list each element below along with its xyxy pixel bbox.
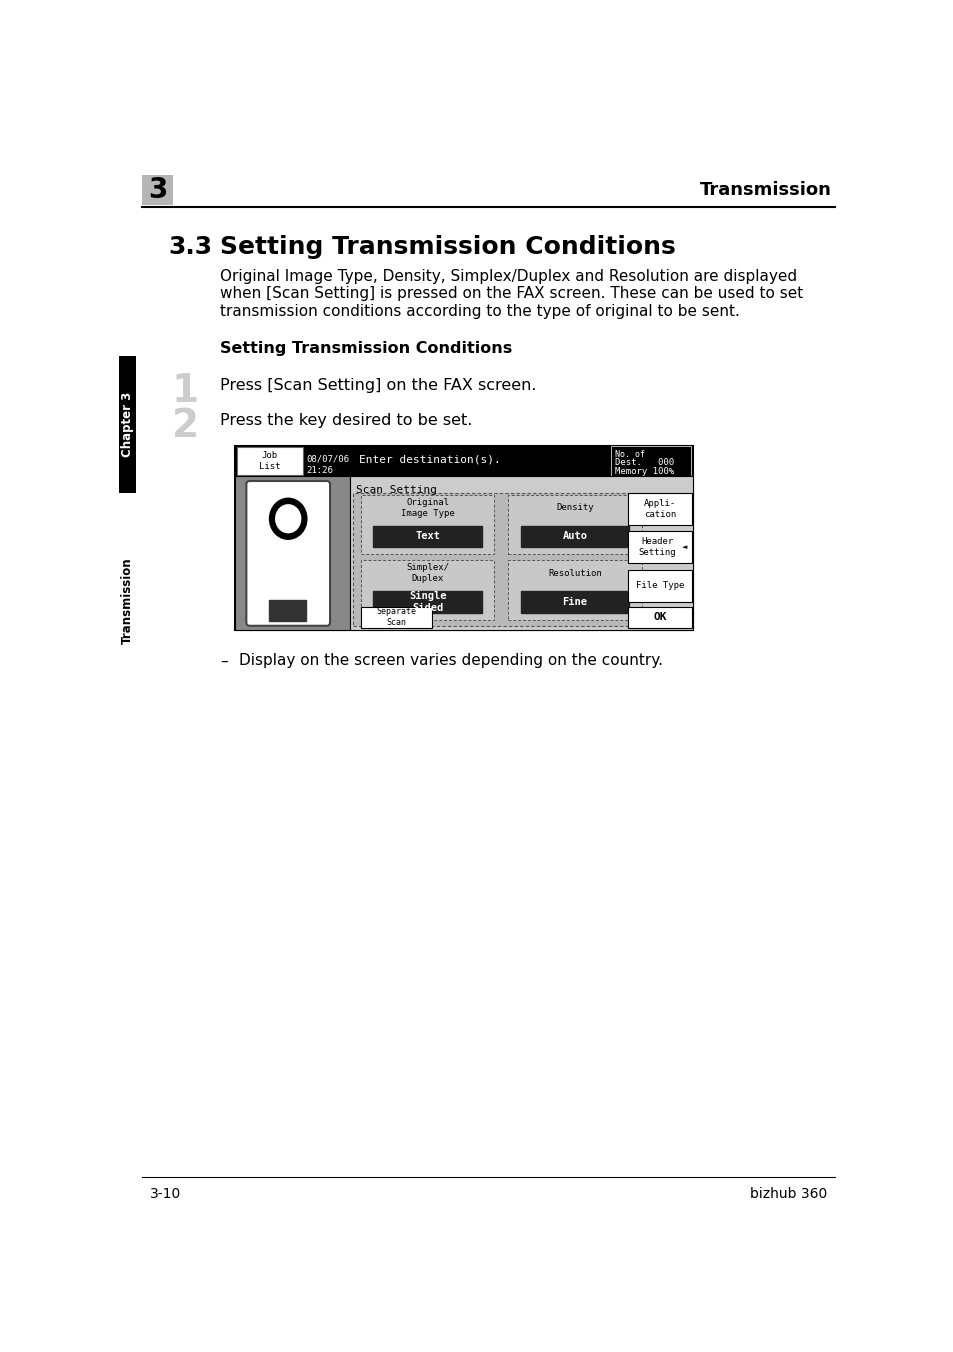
Text: Density: Density: [556, 503, 593, 512]
Text: Press [Scan Setting] on the FAX screen.: Press [Scan Setting] on the FAX screen.: [220, 377, 536, 393]
FancyBboxPatch shape: [628, 569, 691, 602]
FancyBboxPatch shape: [360, 495, 494, 554]
Text: –: –: [220, 653, 228, 668]
Text: 3-10: 3-10: [150, 1187, 181, 1201]
Text: ◄: ◄: [681, 545, 687, 550]
Text: Appli-
cation: Appli- cation: [643, 499, 676, 519]
Ellipse shape: [274, 504, 301, 534]
Text: Text: Text: [415, 531, 439, 541]
Text: bizhub 360: bizhub 360: [750, 1187, 827, 1201]
Text: OK: OK: [653, 612, 666, 622]
Bar: [520, 526, 629, 548]
Text: No. of: No. of: [615, 450, 644, 460]
FancyBboxPatch shape: [360, 607, 432, 629]
Text: Setting Transmission Conditions: Setting Transmission Conditions: [220, 235, 675, 260]
Bar: [235, 476, 350, 630]
Text: Job
List: Job List: [259, 452, 280, 470]
Text: Resolution: Resolution: [548, 569, 601, 577]
Ellipse shape: [269, 498, 307, 539]
Bar: [119, 357, 136, 493]
Bar: [611, 446, 691, 476]
Text: File Type: File Type: [636, 581, 683, 591]
FancyBboxPatch shape: [246, 481, 330, 626]
FancyBboxPatch shape: [508, 495, 641, 554]
FancyBboxPatch shape: [353, 493, 628, 626]
Text: Setting Transmission Conditions: Setting Transmission Conditions: [220, 341, 512, 356]
Text: Single
Sided: Single Sided: [409, 591, 446, 612]
Text: Scan Setting: Scan Setting: [356, 485, 436, 495]
Text: Transmission: Transmission: [700, 181, 831, 199]
Text: Simplex/
Duplex: Simplex/ Duplex: [406, 564, 449, 584]
Bar: [350, 476, 692, 630]
Text: Fine: Fine: [562, 598, 587, 607]
Text: 3.3: 3.3: [168, 235, 212, 260]
Text: when [Scan Setting] is pressed on the FAX screen. These can be used to set: when [Scan Setting] is pressed on the FA…: [220, 287, 802, 301]
Bar: [373, 526, 481, 548]
Text: Dest.   000: Dest. 000: [615, 458, 674, 466]
Text: 1: 1: [172, 372, 199, 410]
Text: transmission conditions according to the type of original to be sent.: transmission conditions according to the…: [220, 304, 740, 319]
FancyBboxPatch shape: [360, 560, 494, 619]
Text: Enter destination(s).: Enter destination(s).: [359, 454, 500, 465]
Text: 3: 3: [148, 176, 168, 204]
Bar: [373, 591, 481, 612]
Bar: [269, 599, 306, 621]
Text: Original
Image Type: Original Image Type: [400, 498, 454, 518]
FancyBboxPatch shape: [508, 560, 641, 619]
Text: Header
Setting: Header Setting: [638, 537, 676, 557]
Text: Original Image Type, Density, Simplex/Duplex and Resolution are displayed: Original Image Type, Density, Simplex/Du…: [220, 269, 797, 284]
Text: Separate
Scan: Separate Scan: [376, 607, 416, 627]
Bar: [235, 446, 692, 630]
Text: Auto: Auto: [562, 531, 587, 541]
Text: 08/07/06
21:26: 08/07/06 21:26: [307, 454, 350, 476]
FancyBboxPatch shape: [628, 492, 691, 525]
Text: Transmission: Transmission: [121, 558, 134, 645]
Text: Chapter 3: Chapter 3: [121, 392, 134, 457]
FancyBboxPatch shape: [628, 531, 691, 564]
Text: 2: 2: [172, 407, 199, 445]
Text: Display on the screen varies depending on the country.: Display on the screen varies depending o…: [239, 653, 662, 668]
FancyBboxPatch shape: [628, 607, 691, 629]
Bar: [142, 176, 173, 204]
Bar: [235, 446, 692, 476]
Text: Memory 100%: Memory 100%: [615, 468, 674, 476]
Bar: [520, 591, 629, 612]
Text: Press the key desired to be set.: Press the key desired to be set.: [220, 414, 472, 429]
Bar: [236, 448, 303, 475]
